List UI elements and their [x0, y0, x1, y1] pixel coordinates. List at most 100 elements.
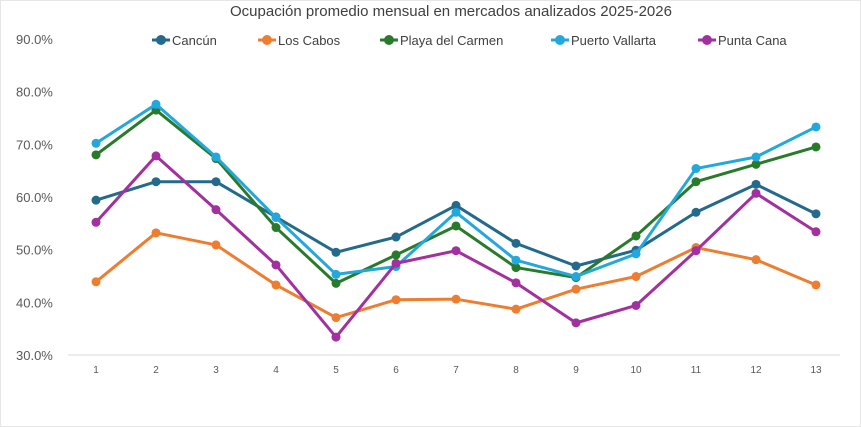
x-tick-label: 3	[213, 365, 219, 376]
y-tick-label: 50.0%	[16, 243, 53, 258]
x-tick-label: 10	[630, 365, 642, 376]
data-point	[631, 272, 641, 282]
legend-marker-icon	[156, 35, 166, 45]
y-tick-label: 90.0%	[16, 32, 53, 47]
x-tick-label: 4	[273, 365, 279, 376]
y-axis: 30.0% 40.0% 50.0% 60.0% 70.0% 80.0% 90.0%	[16, 32, 840, 363]
data-point	[211, 152, 221, 162]
legend-label: Puerto Vallarta	[571, 33, 657, 48]
data-point	[151, 228, 161, 238]
data-point	[331, 278, 341, 288]
data-point	[391, 232, 401, 242]
chart-title: Ocupación promedio mensual en mercados a…	[230, 3, 672, 20]
series-line	[95, 231, 817, 320]
data-point	[151, 99, 161, 109]
data-point	[211, 177, 221, 187]
data-point	[751, 159, 761, 169]
y-tick-label: 70.0%	[16, 137, 53, 152]
x-axis: 1 2 3 4 5 6 7 8 9 10 11 12 13	[93, 365, 822, 376]
data-point	[511, 255, 521, 265]
data-point	[331, 269, 341, 279]
data-point	[391, 250, 401, 260]
data-point	[571, 261, 581, 271]
data-point	[751, 179, 761, 189]
data-point	[91, 195, 101, 205]
data-point	[691, 207, 701, 217]
data-point	[631, 249, 641, 259]
data-point	[91, 217, 101, 227]
data-point	[511, 278, 521, 288]
data-point	[631, 300, 641, 310]
x-tick-label: 8	[513, 365, 519, 376]
data-point	[271, 260, 281, 270]
legend-label: Playa del Carmen	[400, 33, 503, 48]
legend: Cancún Los Cabos Playa del Carmen Puerto Va…	[152, 33, 787, 48]
series-puerto-vallarta	[91, 99, 821, 282]
legend-item: Puerto Vallarta	[551, 33, 657, 48]
data-point	[451, 207, 461, 217]
data-point	[811, 280, 821, 290]
x-tick-label: 2	[153, 365, 159, 376]
data-point	[451, 294, 461, 304]
data-point	[811, 209, 821, 219]
x-tick-label: 7	[453, 365, 459, 376]
x-tick-label: 12	[750, 365, 762, 376]
data-point	[571, 318, 581, 328]
data-point	[511, 263, 521, 273]
data-point	[91, 277, 101, 287]
legend-item: Los Cabos	[258, 33, 341, 48]
data-point	[811, 227, 821, 237]
data-point	[451, 200, 461, 210]
legend-item: Punta Cana	[698, 33, 787, 48]
x-tick-label: 1	[93, 365, 99, 376]
legend-label: Punta Cana	[718, 33, 787, 48]
data-point	[451, 246, 461, 256]
legend-marker-icon	[702, 35, 712, 45]
data-point	[271, 223, 281, 233]
data-point	[691, 164, 701, 174]
x-tick-label: 11	[691, 365, 702, 376]
data-point	[391, 295, 401, 305]
legend-label: Los Cabos	[278, 33, 341, 48]
data-point	[211, 205, 221, 215]
data-point	[331, 313, 341, 323]
data-point	[331, 247, 341, 257]
x-tick-label: 6	[393, 365, 399, 376]
data-point	[811, 122, 821, 132]
data-point	[751, 255, 761, 265]
data-point	[91, 150, 101, 160]
data-point	[271, 213, 281, 223]
data-point	[751, 152, 761, 162]
data-point	[691, 177, 701, 187]
y-tick-label: 30.0%	[16, 348, 53, 363]
y-tick-label: 60.0%	[16, 190, 53, 205]
legend-marker-icon	[384, 35, 394, 45]
x-tick-label: 9	[573, 365, 579, 376]
data-point	[571, 284, 581, 294]
series-los-cabos	[91, 228, 821, 323]
x-tick-label: 13	[810, 365, 822, 376]
plot-area	[91, 99, 821, 342]
y-tick-label: 40.0%	[16, 295, 53, 310]
data-point	[151, 177, 161, 187]
legend-item: Playa del Carmen	[380, 33, 503, 48]
data-point	[451, 221, 461, 231]
legend-label: Cancún	[172, 33, 217, 48]
data-point	[151, 151, 161, 161]
data-point	[271, 280, 281, 290]
data-point	[571, 272, 581, 282]
data-point	[211, 240, 221, 250]
series-line	[95, 108, 817, 285]
legend-marker-icon	[262, 35, 272, 45]
data-point	[691, 246, 701, 256]
data-point	[391, 258, 401, 268]
data-point	[631, 231, 641, 241]
data-point	[91, 138, 101, 148]
data-point	[511, 304, 521, 314]
x-tick-label: 5	[333, 365, 339, 376]
legend-marker-icon	[555, 35, 565, 45]
data-point	[811, 142, 821, 152]
legend-item: Cancún	[152, 33, 217, 48]
y-tick-label: 80.0%	[16, 85, 53, 100]
